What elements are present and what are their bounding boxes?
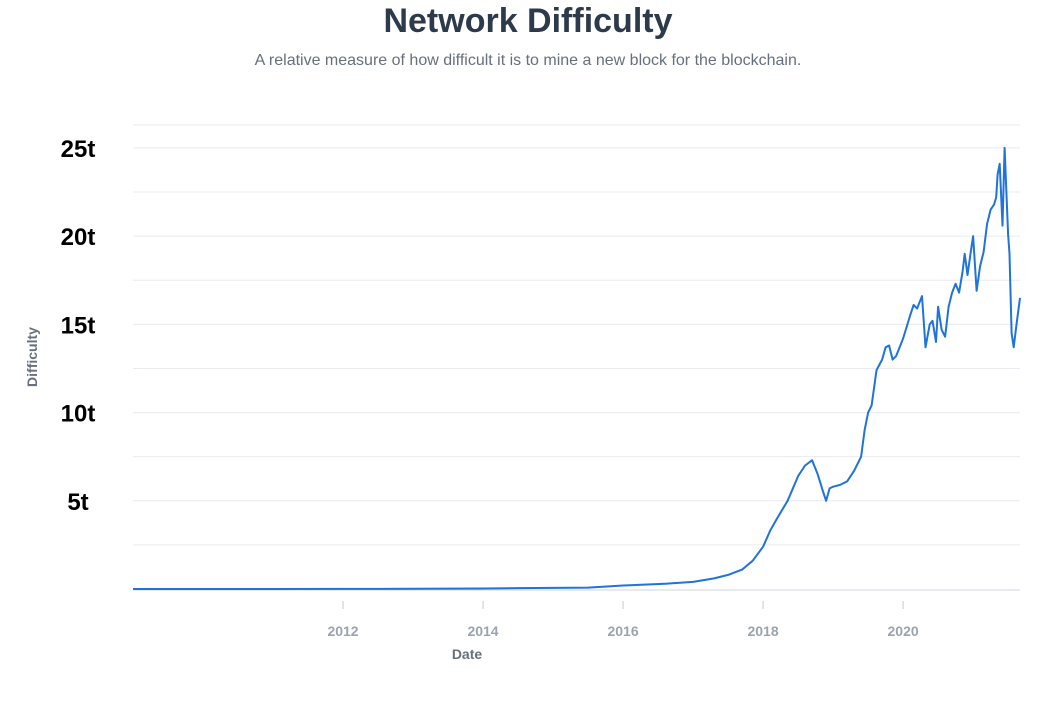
x-tick-label: 2018 xyxy=(747,623,778,639)
chart-title: Network Difficulty xyxy=(383,2,673,40)
y-tick-label: 5t xyxy=(67,489,88,516)
x-tick-label: 2016 xyxy=(607,623,638,639)
x-tick-label: 2012 xyxy=(327,623,358,639)
grid-lines xyxy=(133,124,1020,546)
y-tick-label: 15t xyxy=(61,312,96,339)
chart-subtitle: A relative measure of how difficult it i… xyxy=(254,52,802,69)
y-axis-label: Difficulty xyxy=(24,327,40,387)
y-tick-label: 25t xyxy=(61,136,96,163)
x-axis-ticks: 2012 2014 2016 2018 2020 xyxy=(327,601,919,639)
x-axis-label: Date xyxy=(452,646,483,662)
y-tick-label: 10t xyxy=(61,401,96,428)
y-tick-label: 20t xyxy=(61,224,96,251)
y-axis-ticks: 5t 10t 15t 20t 25t xyxy=(61,136,96,516)
x-tick-label: 2014 xyxy=(467,623,498,639)
x-tick-label: 2020 xyxy=(888,623,919,639)
difficulty-series-line xyxy=(133,146,1021,590)
